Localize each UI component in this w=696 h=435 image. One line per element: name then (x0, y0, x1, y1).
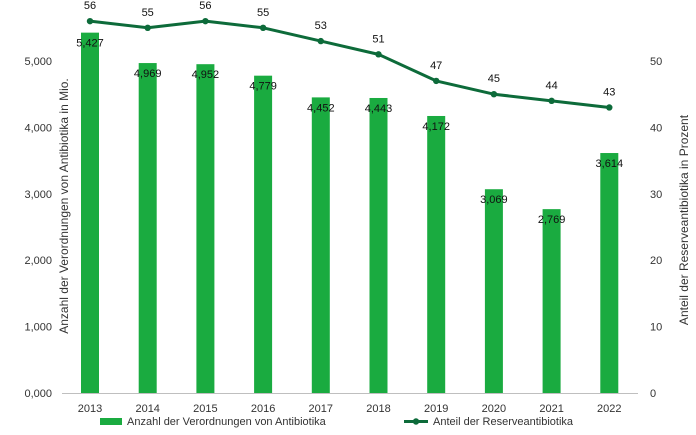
bar (254, 75, 273, 393)
legend-bar-label: Anzahl der Verordnungen von Antibiotika (127, 416, 327, 428)
bar-data-label: 4,443 (365, 103, 393, 115)
x-tick-label: 2015 (193, 403, 217, 415)
line-data-label: 51 (372, 33, 384, 45)
line-data-label: 45 (488, 73, 500, 85)
bar (427, 115, 446, 394)
y-tick-label: 2,000 (24, 255, 52, 267)
bar-data-label: 4,779 (249, 81, 277, 93)
line-data-label: 55 (142, 7, 154, 19)
bar (484, 189, 503, 393)
x-tick-label: 2022 (597, 403, 621, 415)
x-tick-label: 2013 (78, 403, 102, 415)
legend: Anzahl der Verordnungen von Antibiotika … (100, 416, 574, 428)
line-point (202, 17, 209, 25)
y2-tick-label: 0 (650, 388, 656, 400)
bar (196, 64, 215, 394)
line-point (317, 37, 324, 45)
y-tick-label: 4,000 (24, 122, 52, 134)
x-tick-label: 2014 (135, 403, 159, 415)
bar (311, 97, 330, 393)
y2-tick-label: 50 (650, 56, 662, 68)
line-layer (86, 17, 613, 111)
y-tick-label: 0,000 (24, 388, 52, 400)
y-axis-title: Anzahl der Verordnungen von Antibiotika … (57, 78, 71, 334)
axes-layer: 0,000 1,000 2,000 3,000 4,000 5,000 0 10 20 30 40 5… (24, 56, 662, 415)
bar-data-label: 3,069 (480, 194, 508, 206)
y2-tick-label: 30 (650, 189, 662, 201)
line-data-label: 56 (84, 0, 96, 12)
bar-data-label: 4,969 (134, 68, 162, 80)
line-data-label: 47 (430, 60, 442, 72)
line-data-label: 56 (199, 0, 211, 12)
labels-layer: 5,427 4,969 4,952 4,779 4,452 4,443 4,172 3,069… (76, 0, 623, 226)
line-series (88, 19, 611, 109)
y2-tick-label: 20 (650, 255, 662, 267)
x-tick-label: 2017 (309, 403, 333, 415)
line-point (375, 51, 382, 58)
line-point (86, 17, 94, 25)
line-point (548, 97, 555, 105)
legend-line-label: Anteil der Reserveantibiotika (433, 416, 574, 428)
line-data-label: 43 (603, 86, 615, 98)
bar (542, 209, 561, 393)
bar (369, 97, 388, 393)
bar (600, 153, 619, 393)
x-tick-label: 2018 (366, 403, 390, 415)
x-tick-label: 2021 (539, 403, 563, 415)
line-data-label: 55 (257, 7, 269, 19)
line-point (490, 91, 498, 98)
legend-bar-swatch (100, 418, 122, 425)
y-tick-label: 5,000 (24, 56, 52, 68)
bar-data-label: 4,452 (307, 102, 335, 114)
y2-tick-label: 10 (650, 322, 662, 334)
line-point (606, 104, 613, 111)
line-data-label: 53 (315, 20, 327, 32)
line-data-label: 44 (545, 80, 557, 92)
bar-data-label: 5,427 (76, 38, 104, 50)
y-tick-label: 3,000 (24, 189, 52, 201)
line-point (259, 24, 267, 31)
bar-data-label: 2,769 (538, 214, 566, 226)
x-tick-label: 2020 (482, 403, 506, 415)
y-tick-label: 1,000 (24, 322, 52, 334)
y2-axis-title: Anteil der Reserveantibiotika in Prozent (677, 114, 691, 325)
bar-data-label: 4,952 (192, 69, 220, 81)
legend-line-marker (412, 418, 420, 425)
bar-data-label: 4,172 (422, 121, 450, 133)
bar (81, 32, 99, 393)
bar (138, 63, 157, 393)
x-tick-label: 2016 (251, 403, 275, 415)
line-point (433, 77, 440, 85)
x-tick-label: 2019 (424, 403, 448, 415)
line-point (144, 24, 151, 31)
bar-data-label: 3,614 (596, 158, 624, 170)
bars-layer (81, 32, 619, 394)
y2-tick-label: 40 (650, 122, 662, 134)
